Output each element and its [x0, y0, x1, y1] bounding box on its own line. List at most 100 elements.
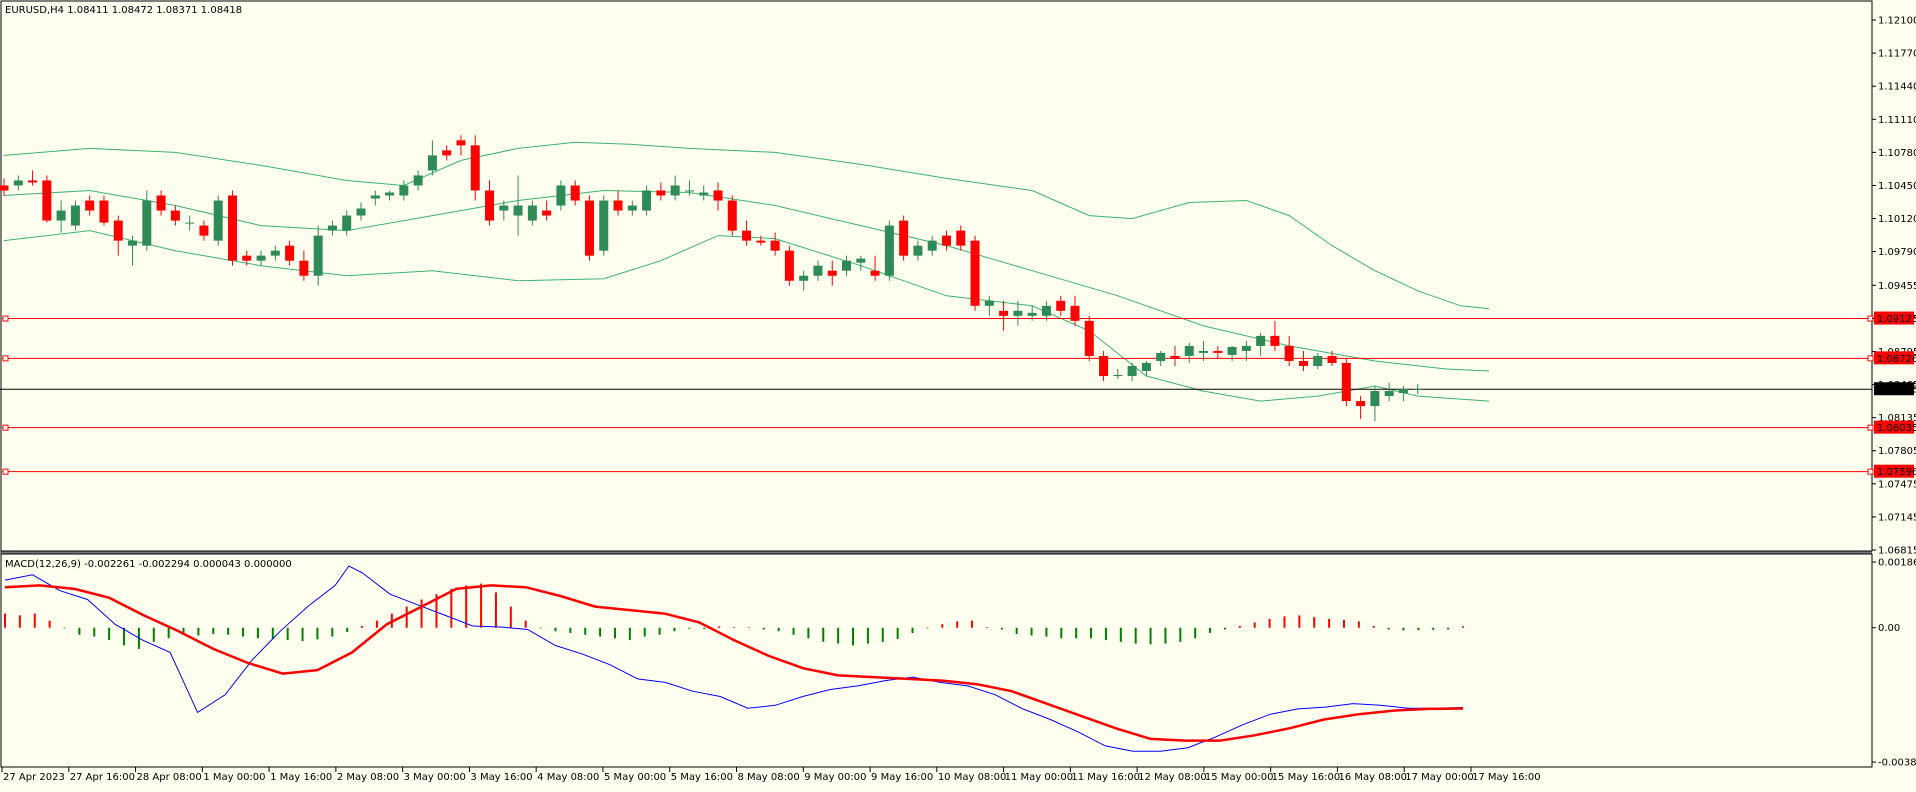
candle-body	[956, 230, 966, 246]
candle-body	[1384, 391, 1394, 397]
candle	[1027, 305, 1037, 321]
candle-body	[756, 240, 766, 243]
candle	[342, 210, 352, 236]
candle-body	[1241, 345, 1251, 351]
level-handle[interactable]	[2, 355, 9, 362]
candle	[899, 215, 909, 261]
candle-body	[470, 145, 480, 191]
candle	[142, 190, 152, 251]
candle-body	[270, 250, 280, 256]
candle	[1398, 386, 1408, 402]
candle-body	[1113, 375, 1123, 377]
candle	[1141, 360, 1151, 377]
candle	[1099, 350, 1109, 382]
candle	[1213, 345, 1223, 359]
candle-body	[427, 155, 437, 171]
candle-body	[1327, 355, 1337, 363]
candle-body	[1184, 345, 1194, 356]
candle-body	[242, 255, 252, 261]
level-handle[interactable]	[2, 315, 9, 322]
candle-body	[627, 205, 637, 211]
time-tick-label: 1 May 00:00	[203, 772, 265, 783]
candle	[656, 182, 666, 201]
candle	[1184, 342, 1194, 363]
candle-body	[13, 180, 23, 186]
candle-body	[1284, 345, 1294, 361]
candle-body	[342, 215, 352, 231]
candle	[742, 220, 752, 246]
level-handle[interactable]	[2, 468, 9, 475]
candle-body	[1298, 360, 1308, 366]
time-tick-label: 3 May 00:00	[404, 772, 466, 783]
price-tick-label: 1.07805	[1878, 446, 1916, 457]
candle-body	[684, 190, 694, 192]
candle-body	[1070, 305, 1080, 321]
price-tick-label: 1.11770	[1878, 49, 1916, 60]
level-handle[interactable]	[1867, 424, 1874, 431]
candle-body	[1027, 312, 1037, 316]
candle	[1256, 332, 1266, 356]
candle-body	[1199, 350, 1209, 353]
candle-body	[85, 200, 95, 211]
candle-body	[113, 220, 123, 241]
price-tick-label: 1.10780	[1878, 148, 1916, 159]
candle-body	[1313, 355, 1323, 366]
candle-body	[1256, 335, 1266, 346]
candle-body	[1084, 320, 1094, 356]
candle	[1084, 315, 1094, 361]
candle-body	[185, 222, 195, 224]
macd-tick-label: 0.00	[1878, 623, 1900, 634]
candle	[270, 245, 280, 261]
candle-body	[856, 258, 866, 263]
time-tick-label: 11 May 00:00	[1005, 772, 1074, 783]
level-handle[interactable]	[1867, 468, 1874, 475]
candle	[327, 220, 337, 236]
price-tick-label: 1.11440	[1878, 82, 1916, 93]
time-tick-label: 17 May 00:00	[1405, 772, 1474, 783]
candle-body	[799, 275, 809, 281]
time-tick-label: 8 May 08:00	[738, 772, 800, 783]
candle	[170, 205, 180, 226]
candle-body	[570, 185, 580, 201]
candle	[1313, 352, 1323, 369]
candle	[1284, 335, 1294, 366]
candle	[627, 200, 637, 216]
current-price-tag-label: 1.08418	[1877, 385, 1916, 396]
macd-info: MACD(12,26,9) -0.002261 -0.002294 0.0000…	[5, 559, 292, 570]
candle	[813, 260, 823, 281]
candle-body	[699, 192, 709, 196]
level-price-tag-label: 1.08035	[1877, 423, 1916, 434]
candle	[0, 178, 9, 196]
candle	[884, 220, 894, 281]
price-pane[interactable]	[0, 0, 1873, 552]
candle	[584, 195, 594, 261]
candle-body	[42, 180, 52, 221]
candle	[1156, 350, 1166, 366]
candle	[285, 240, 295, 266]
level-handle[interactable]	[2, 424, 9, 431]
price-tick-label: 1.08135	[1878, 413, 1916, 424]
candle-body	[613, 200, 623, 211]
candle-body	[1013, 310, 1023, 316]
candle-body	[1141, 362, 1151, 371]
candle	[1356, 396, 1366, 420]
price-tick-label: 1.09790	[1878, 247, 1916, 258]
candle-body	[485, 190, 495, 221]
level-price-tag	[1874, 464, 1914, 478]
candle-body	[784, 250, 794, 281]
candle-body	[70, 205, 80, 226]
candle-body	[1270, 335, 1280, 346]
candle-body	[0, 185, 9, 191]
candle	[313, 225, 323, 286]
candle-body	[984, 300, 994, 306]
candle	[99, 195, 109, 226]
time-tick-label: 27 Apr 2023	[3, 772, 65, 783]
candle	[185, 215, 195, 231]
candle-body	[827, 270, 837, 276]
candle-body	[513, 205, 523, 216]
level-handle[interactable]	[1867, 355, 1874, 362]
candle-body	[156, 195, 166, 211]
level-price-tag	[1874, 311, 1914, 325]
